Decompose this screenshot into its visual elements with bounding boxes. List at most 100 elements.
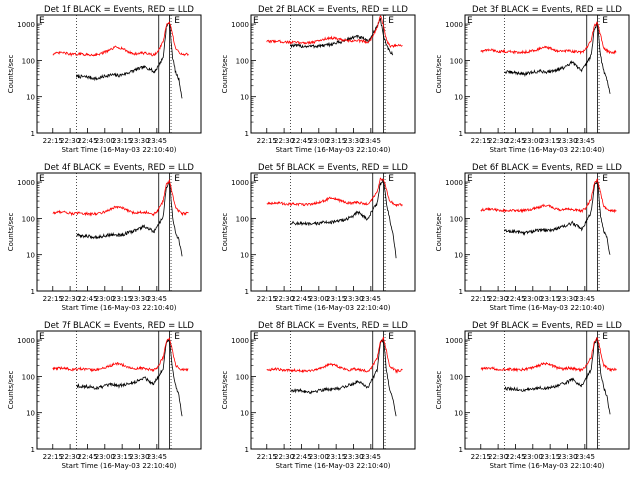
y-axis-label: Counts/sec — [7, 55, 15, 94]
panel-5: Det 5f BLACK = Events, RED = LLD 1 10 100 10… — [221, 163, 416, 312]
y-tick-label: 10 — [26, 410, 35, 418]
x-tick-label: 23:30 — [557, 137, 577, 145]
y-tick-label: 100 — [22, 215, 35, 223]
plot-frame — [464, 14, 630, 134]
e-marker: E — [388, 332, 394, 342]
lld-series-line — [266, 177, 403, 208]
y-tick-label: 100 — [22, 57, 35, 65]
events-series-line — [76, 180, 183, 257]
lld-series-line — [52, 336, 189, 373]
x-tick-label: 23:30 — [343, 453, 363, 461]
panel-1: Det 1f BLACK = Events, RED = LLD 1 10 100 10… — [7, 5, 202, 154]
x-tick-label: 23:15 — [540, 453, 560, 461]
x-tick-label: 23:15 — [540, 137, 560, 145]
x-axis-label: Start Time (16-May-03 22:10:40) — [61, 304, 176, 312]
x-tick-label: 22:30 — [488, 295, 508, 303]
x-tick-label: 22:45 — [77, 295, 97, 303]
x-tick-label: 23:15 — [326, 137, 346, 145]
plot-frame — [464, 172, 630, 292]
events-series-line — [504, 178, 611, 255]
x-tick-label: 23:30 — [557, 295, 577, 303]
e-marker: E — [602, 174, 608, 184]
x-tick-label: 22:45 — [291, 137, 311, 145]
x-tick-label: 23:00 — [95, 453, 115, 461]
panel-2: Det 2f BLACK = Events, RED = LLD 1 10 100 10… — [221, 5, 416, 154]
x-tick-label: 23:45 — [575, 295, 595, 303]
plot-frame — [250, 172, 416, 292]
panel-title: Det 7f BLACK = Events, RED = LLD — [44, 321, 194, 331]
y-tick-label: 1000 — [231, 179, 249, 187]
x-tick-label: 23:30 — [129, 453, 149, 461]
x-tick-label: 23:45 — [361, 453, 381, 461]
x-tick-label: 22:45 — [77, 137, 97, 145]
x-tick-label: 22:30 — [274, 295, 294, 303]
x-tick-label: 22:15 — [257, 453, 277, 461]
x-tick-label: 22:30 — [488, 453, 508, 461]
x-tick-label: 23:00 — [523, 453, 543, 461]
x-tick-label: 23:15 — [540, 295, 560, 303]
y-axis-label: Counts/sec — [7, 371, 15, 410]
e-marker: E — [39, 16, 45, 26]
y-axis-label: Counts/sec — [435, 371, 443, 410]
lld-series-line — [266, 15, 403, 49]
y-tick-label: 1000 — [231, 21, 249, 29]
x-tick-label: 23:15 — [326, 295, 346, 303]
x-tick-label: 22:15 — [257, 137, 277, 145]
lld-series-line — [480, 178, 617, 214]
panel-title: Det 4f BLACK = Events, RED = LLD — [44, 163, 194, 173]
y-tick-label: 100 — [22, 373, 35, 381]
y-tick-label: 1 — [31, 130, 35, 138]
x-axis-label: Start Time (16-May-03 22:10:40) — [489, 304, 604, 312]
x-tick-label: 23:00 — [309, 295, 329, 303]
y-tick-label: 1000 — [445, 21, 463, 29]
y-tick-label: 1 — [31, 446, 35, 454]
x-tick-label: 23:15 — [112, 137, 132, 145]
x-axis-label: Start Time (16-May-03 22:10:40) — [61, 462, 176, 470]
y-tick-label: 1 — [245, 446, 249, 454]
e-marker: E — [467, 16, 473, 26]
x-tick-label: 23:45 — [147, 453, 167, 461]
y-tick-label: 100 — [236, 215, 249, 223]
x-tick-label: 23:15 — [112, 453, 132, 461]
panel-4: Det 4f BLACK = Events, RED = LLD 1 10 100 10… — [7, 163, 202, 312]
x-tick-label: 22:30 — [60, 137, 80, 145]
x-tick-label: 23:30 — [343, 137, 363, 145]
x-tick-label: 23:45 — [361, 137, 381, 145]
events-series-line — [290, 17, 394, 56]
events-series-line — [504, 337, 611, 415]
x-tick-label: 22:30 — [60, 295, 80, 303]
y-axis-label: Counts/sec — [435, 213, 443, 252]
x-tick-label: 23:00 — [95, 295, 115, 303]
events-series-line — [76, 21, 183, 99]
events-series-line — [290, 338, 397, 417]
x-tick-label: 23:30 — [343, 295, 363, 303]
y-tick-label: 100 — [450, 373, 463, 381]
y-tick-label: 1000 — [231, 337, 249, 345]
x-tick-label: 23:45 — [575, 453, 595, 461]
y-axis-label: Counts/sec — [221, 371, 229, 410]
y-tick-label: 1000 — [445, 337, 463, 345]
panel-3: Det 3f BLACK = Events, RED = LLD 1 10 100 10… — [435, 5, 630, 154]
y-tick-label: 100 — [450, 57, 463, 65]
panel-title: Det 6f BLACK = Events, RED = LLD — [472, 163, 622, 173]
plot-frame — [36, 14, 202, 134]
x-tick-label: 23:15 — [112, 295, 132, 303]
lld-series-line — [480, 21, 617, 55]
e-marker: E — [253, 174, 259, 184]
e-marker: E — [467, 174, 473, 184]
y-axis-label: Counts/sec — [435, 55, 443, 94]
e-marker: E — [388, 16, 394, 26]
lld-series-line — [480, 336, 617, 373]
y-tick-label: 10 — [26, 94, 35, 102]
x-tick-label: 22:30 — [274, 137, 294, 145]
events-series-line — [504, 22, 611, 94]
y-tick-label: 10 — [454, 252, 463, 260]
y-tick-label: 10 — [454, 94, 463, 102]
e-marker: E — [253, 332, 259, 342]
x-tick-label: 23:45 — [361, 295, 381, 303]
x-tick-label: 23:30 — [129, 295, 149, 303]
e-marker: E — [174, 16, 180, 26]
e-marker: E — [602, 16, 608, 26]
x-tick-label: 22:15 — [43, 453, 63, 461]
x-tick-label: 23:00 — [523, 137, 543, 145]
